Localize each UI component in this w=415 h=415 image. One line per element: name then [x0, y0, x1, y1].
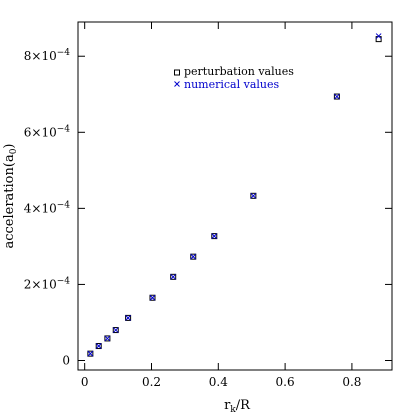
cross-point [170, 273, 177, 280]
y-tick-label: 4×10−4 [24, 200, 71, 215]
square-point [125, 314, 132, 321]
x-axis-ticks: 0 0.2 0.4 0.6 0.8 [81, 22, 361, 389]
cross-point [334, 93, 340, 100]
x-tick-label: 0.2 [142, 375, 161, 389]
y-tick-exponent: −4 [57, 200, 71, 210]
legend-perturbation-label: perturbation values [184, 65, 294, 78]
x-tick-label: 0 [81, 375, 89, 389]
square-point [87, 350, 94, 357]
x-tick-label: 0.6 [276, 375, 295, 389]
y-tick-mantissa: 8×10 [24, 49, 57, 63]
y-tick-label: 8×10−4 [24, 48, 71, 63]
y-tick-mantissa: 4×10 [24, 201, 57, 215]
y-tick-mantissa: 6×10 [24, 125, 57, 139]
cross-point [211, 233, 218, 239]
x-tick-label: 0.8 [342, 375, 361, 389]
cross-point [375, 33, 382, 39]
cross-point [87, 350, 94, 357]
cross-point [149, 294, 156, 301]
y-axis-ticks: 02×10−44×10−46×10−48×10−4 [24, 48, 392, 367]
y-tick-mantissa: 2×10 [24, 277, 57, 291]
square-point [211, 233, 218, 240]
y-tick-mantissa: 0 [62, 353, 70, 367]
square-point [170, 273, 177, 280]
square-point [333, 93, 340, 100]
y-tick-label: 2×10−4 [24, 276, 71, 291]
data-marks [87, 33, 382, 357]
square-point [104, 335, 111, 342]
y-tick-exponent: −4 [57, 124, 71, 134]
legend-numerical-label: numerical values [184, 78, 280, 91]
legend-cross-marker [174, 81, 180, 87]
y-tick-label: 0 [62, 353, 70, 367]
y-tick-exponent: −4 [57, 276, 71, 286]
x-axis-title: rk/R [224, 398, 251, 415]
y-tick-exponent: −4 [57, 48, 71, 58]
square-point [95, 343, 102, 350]
square-point [190, 253, 197, 260]
legend-square-marker [174, 69, 180, 76]
cross-point [104, 335, 111, 342]
legend: perturbation values numerical values [174, 65, 294, 91]
cross-point [112, 327, 119, 333]
cross-point [250, 192, 257, 199]
cross-point [95, 343, 102, 349]
plot-frame [77, 21, 393, 371]
square-point [250, 192, 257, 199]
square-point [112, 327, 119, 334]
x-tick-label: 0.4 [209, 375, 228, 389]
y-axis-title: acceleration(a0) [2, 143, 19, 248]
cross-point [125, 315, 131, 321]
square-point [149, 294, 156, 301]
y-tick-label: 6×10−4 [24, 124, 71, 139]
cross-point [190, 253, 197, 260]
